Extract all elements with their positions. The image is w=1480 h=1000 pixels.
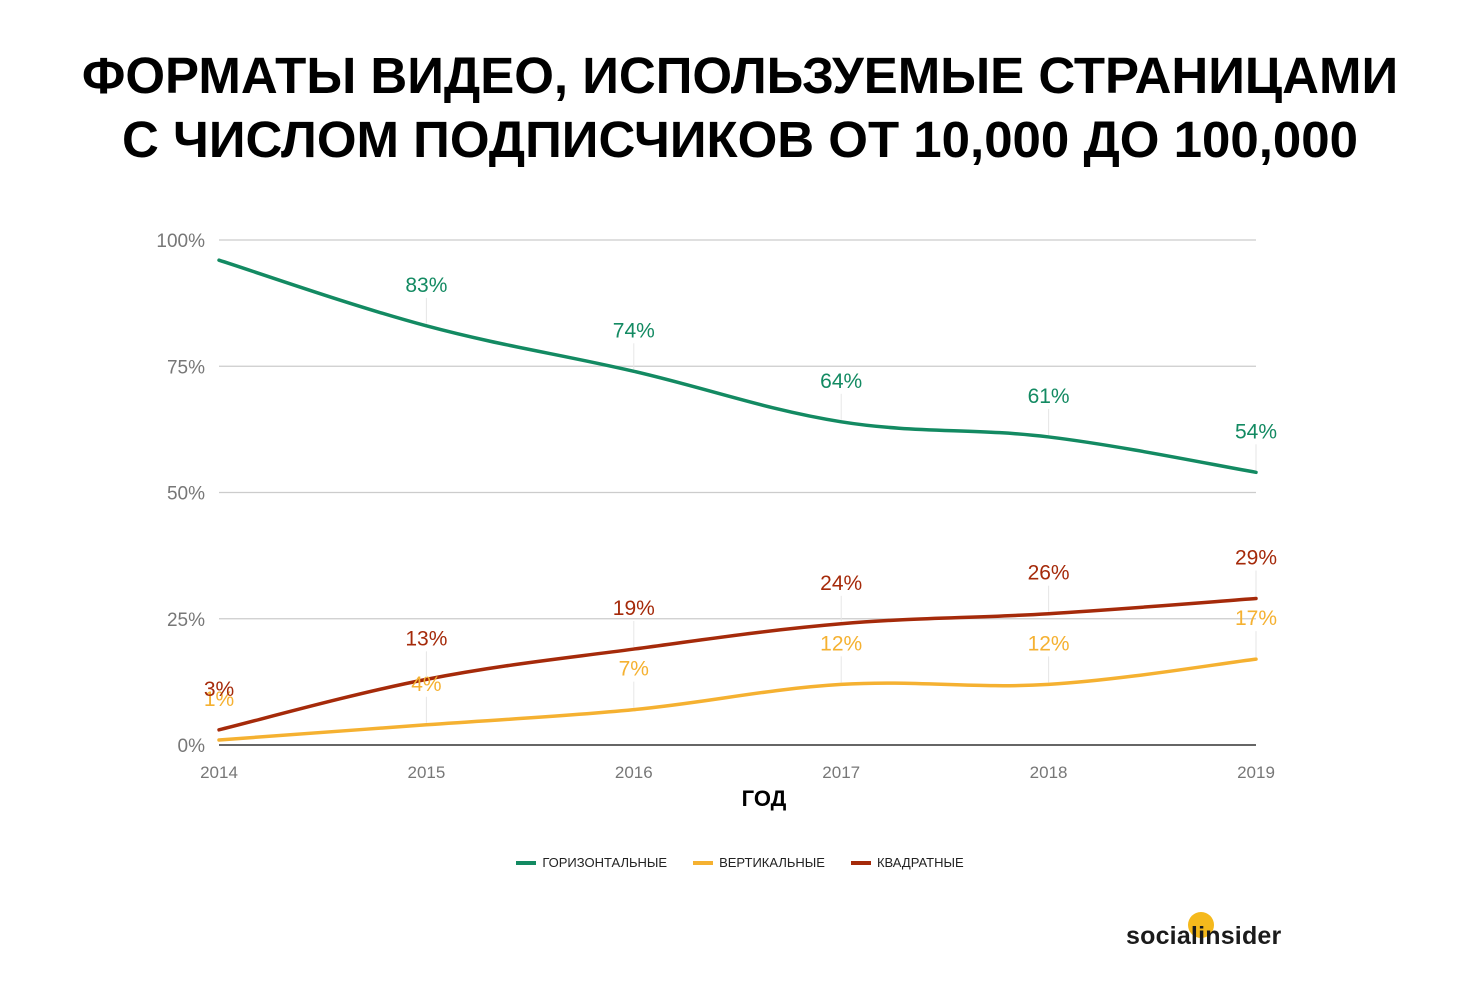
x-tick-label: 2014 [200,763,238,782]
data-label: 64% [820,370,862,393]
y-tick-label: 25% [167,610,205,631]
legend: ГОРИЗОНТАЛЬНЫЕ ВЕРТИКАЛЬНЫЕ КВАДРАТНЫЕ [0,855,1480,870]
chart-title: ФОРМАТЫ ВИДЕО, ИСПОЛЬЗУЕМЫЕ СТРАНИЦАМИ С… [0,44,1480,172]
y-tick-label: 0% [178,736,206,757]
x-axis-label: ГОД [742,786,787,811]
legend-label: ГОРИЗОНТАЛЬНЫЕ [542,855,668,870]
brand-logo: socialinsider [1126,922,1282,950]
x-tick-label: 2016 [615,763,653,782]
data-label: 19% [613,597,655,620]
data-label: 4% [411,673,441,696]
x-tick-label: 2018 [1030,763,1068,782]
legend-swatch [693,860,714,865]
data-label: 17% [1235,607,1277,630]
legend-label: КВАДРАТНЫЕ [876,855,964,870]
series-line [217,657,1258,742]
series-line [217,258,1258,475]
y-tick-label: 100% [156,231,205,252]
series-line [217,596,1258,732]
legend-label: ВЕРТИКАЛЬНЫЕ [719,855,825,870]
series-lines [217,258,1258,742]
data-label: 24% [820,572,862,595]
legend-swatch [516,860,537,865]
x-tick-label: 2015 [407,763,445,782]
data-label: 12% [820,632,862,655]
data-label: 29% [1235,547,1277,570]
data-label: 54% [1235,420,1277,443]
chart-title-line-1: ФОРМАТЫ ВИДЕО, ИСПОЛЬЗУЕМЫЕ СТРАНИЦАМИ [81,47,1399,104]
y-tick-label: 75% [167,357,205,378]
legend-item: КВАДРАТНЫЕ [850,855,964,870]
data-labels: 83% 74% 64% 61% 54% 1% 4% 7% 12% 12% 17% 3% 13% 19% 24… [204,274,1277,723]
data-label: 74% [613,319,655,342]
data-label: 83% [405,274,447,297]
legend-item: ВЕРТИКАЛЬНЫЕ [693,855,825,870]
y-axis-ticks: 0% 25% 50% 75% 100% [156,231,205,757]
x-tick-label: 2017 [822,763,860,782]
x-axis-ticks: 2014 2015 2016 2017 2018 2019 [200,763,1275,782]
legend-item: ГОРИЗОНТАЛЬНЫЕ [516,855,667,870]
data-label: 3% [204,678,234,701]
x-tick-label: 2019 [1237,763,1275,782]
data-label: 13% [405,627,447,650]
data-label: 7% [619,658,649,681]
data-label: 26% [1028,562,1070,585]
chart-title-line-2: С ЧИСЛОМ ПОДПИСЧИКОВ ОТ 10,000 ДО 100,00… [122,111,1358,168]
brand-logo-dot [1188,912,1214,938]
legend-swatch [850,860,871,865]
data-label: 12% [1028,632,1070,655]
gridlines [219,239,1256,746]
data-label: 61% [1028,385,1070,408]
y-tick-label: 50% [167,484,205,505]
data-label: 1% [204,688,234,711]
